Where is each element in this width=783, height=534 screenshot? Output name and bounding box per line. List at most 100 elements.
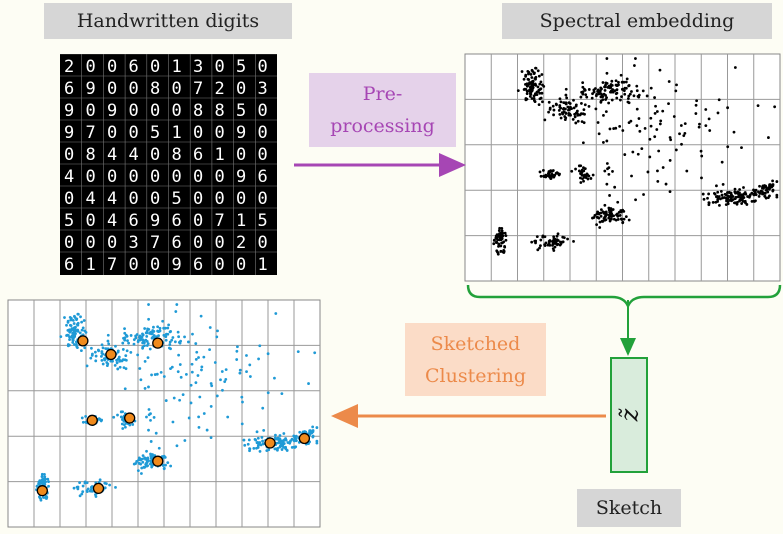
- preprocessing-line-2: processing: [330, 115, 435, 137]
- digit-cell: 9: [172, 255, 182, 275]
- digit-cell: 4: [129, 145, 139, 165]
- digit-cell: 6: [258, 167, 268, 187]
- spectral-embedding-plot: [464, 53, 781, 282]
- digit-cell: 5: [64, 211, 74, 231]
- digit-cell: 0: [258, 123, 268, 143]
- digit-cell: 0: [107, 233, 117, 253]
- preprocessing-line-1: Pre-: [362, 83, 403, 105]
- digit-cell: 5: [236, 101, 246, 121]
- digit-image-grid: 2 0 0 6 0 1 3 0 5 06 9 0 0 8 0 7 2 0 39 0 9 0 0 0 8 8 5 09 7 0 0 5 1 0 0 9 0…: [60, 54, 277, 275]
- digit-cell: 0: [150, 101, 160, 121]
- digit-cell: 0: [129, 101, 139, 121]
- digit-cell: 4: [64, 167, 74, 187]
- digit-cell: 7: [193, 79, 203, 99]
- digit-cell: 3: [193, 57, 203, 77]
- digit-cell: 0: [236, 145, 246, 165]
- digit-cell: 0: [193, 211, 203, 231]
- digit-cell: 9: [107, 101, 117, 121]
- digit-cell: 6: [129, 211, 139, 231]
- spectral-embedding-title: Spectral embedding: [502, 3, 772, 39]
- digit-cell: 2: [64, 57, 74, 77]
- digit-cell: 4: [107, 145, 117, 165]
- digit-cell: 8: [193, 101, 203, 121]
- digit-cell: 0: [64, 145, 74, 165]
- digit-cell: 7: [215, 211, 225, 231]
- digit-cell: 8: [150, 79, 160, 99]
- centroid-marker: [264, 437, 276, 449]
- centroid-marker: [152, 455, 164, 467]
- digit-cell: 0: [172, 167, 182, 187]
- digit-cell: 5: [236, 57, 246, 77]
- digit-cell: 8: [172, 145, 182, 165]
- digit-cell: 0: [236, 255, 246, 275]
- clustered-embedding-plot: [7, 299, 321, 528]
- digit-cell: 0: [215, 57, 225, 77]
- digit-cell: 5: [150, 123, 160, 143]
- digit-cell: 0: [86, 167, 96, 187]
- digit-cell: 6: [193, 145, 203, 165]
- digit-cell: 1: [258, 255, 268, 275]
- digit-cell: 0: [236, 79, 246, 99]
- centroid-marker: [152, 337, 164, 349]
- clustering-line-1: Sketched: [430, 332, 521, 355]
- digit-cell: 4: [107, 211, 117, 231]
- digit-cell: 0: [150, 167, 160, 187]
- digit-cell: 9: [64, 123, 74, 143]
- preprocessing-box: Pre- processing: [309, 73, 456, 147]
- sketch-vector: z̃: [610, 357, 648, 473]
- digit-cell: 0: [193, 233, 203, 253]
- digit-cell: 0: [86, 233, 96, 253]
- digit-cell: 0: [150, 57, 160, 77]
- digit-cell: 6: [193, 255, 203, 275]
- digit-cell: 0: [215, 167, 225, 187]
- sketch-label: Sketch: [577, 489, 681, 527]
- digit-cell: 0: [258, 145, 268, 165]
- centroid-marker: [92, 482, 105, 495]
- digit-cell: 0: [150, 189, 160, 209]
- digit-cell: 1: [215, 145, 225, 165]
- digits-title: Handwritten digits: [44, 3, 292, 39]
- digit-cell: 0: [258, 233, 268, 253]
- digit-cell: 7: [150, 233, 160, 253]
- digit-cell: 7: [86, 123, 96, 143]
- digit-cell: 0: [215, 233, 225, 253]
- digit-cell: 1: [86, 255, 96, 275]
- digit-cell: 9: [236, 123, 246, 143]
- digit-cell: 9: [236, 167, 246, 187]
- centroid-marker: [298, 432, 311, 445]
- digit-cell: 1: [172, 57, 182, 77]
- digit-cell: 0: [215, 255, 225, 275]
- digit-cell: 0: [129, 123, 139, 143]
- digit-cell: 6: [172, 211, 182, 231]
- digit-cell: 0: [150, 255, 160, 275]
- digit-cell: 0: [215, 123, 225, 143]
- digit-cell: 1: [236, 211, 246, 231]
- digit-cell: 0: [193, 189, 203, 209]
- centroid-marker: [105, 348, 117, 361]
- digit-cell: 0: [236, 189, 246, 209]
- digit-cell: 0: [64, 233, 74, 253]
- digit-cell: 6: [172, 233, 182, 253]
- curly-brace: [466, 284, 782, 310]
- digit-cell: 0: [193, 167, 203, 187]
- digit-cell: 3: [129, 233, 139, 253]
- digit-cell: 4: [86, 189, 96, 209]
- digit-cell: 0: [172, 79, 182, 99]
- digit-cell: 2: [215, 79, 225, 99]
- digit-cell: 0: [86, 57, 96, 77]
- sketched-clustering-box: Sketched Clustering: [405, 323, 546, 396]
- digit-cell: 9: [86, 79, 96, 99]
- digit-cell: 2: [236, 233, 246, 253]
- digit-cell: 0: [215, 189, 225, 209]
- digit-cell: 7: [107, 255, 117, 275]
- digit-cell: 0: [258, 57, 268, 77]
- digit-cell: 0: [258, 101, 268, 121]
- digit-cell: 0: [64, 189, 74, 209]
- centroid-marker: [77, 335, 89, 347]
- digit-cell: 0: [107, 167, 117, 187]
- digit-cell: 0: [129, 167, 139, 187]
- digit-cell: 0: [193, 123, 203, 143]
- clustering-line-2: Clustering: [424, 364, 527, 387]
- digit-cell: 6: [64, 255, 74, 275]
